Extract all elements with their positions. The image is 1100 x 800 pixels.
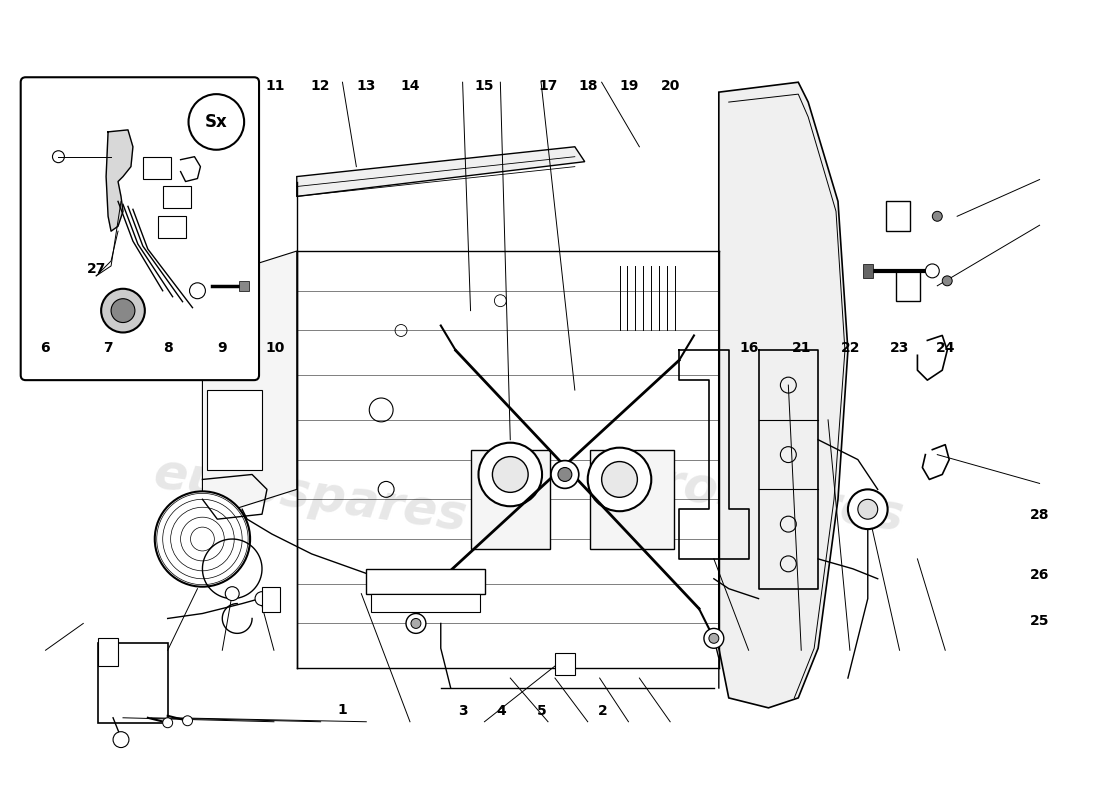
Circle shape <box>704 629 724 648</box>
FancyBboxPatch shape <box>208 390 262 470</box>
Circle shape <box>602 462 637 498</box>
Circle shape <box>255 592 270 606</box>
Text: eurospares: eurospares <box>586 450 906 541</box>
Text: eurospares: eurospares <box>150 450 470 541</box>
Text: 21: 21 <box>792 342 811 355</box>
Circle shape <box>551 461 579 488</box>
Circle shape <box>406 614 426 634</box>
Text: 9: 9 <box>218 342 227 355</box>
Circle shape <box>933 211 943 222</box>
FancyBboxPatch shape <box>366 569 485 594</box>
FancyBboxPatch shape <box>157 216 186 238</box>
Circle shape <box>848 490 888 529</box>
FancyBboxPatch shape <box>21 78 258 380</box>
Polygon shape <box>106 130 133 231</box>
Circle shape <box>163 718 173 728</box>
FancyBboxPatch shape <box>98 638 118 666</box>
Polygon shape <box>202 251 297 519</box>
Circle shape <box>183 716 192 726</box>
FancyBboxPatch shape <box>372 594 481 611</box>
Text: 5: 5 <box>537 705 546 718</box>
Text: Sx: Sx <box>205 113 228 131</box>
Text: 3: 3 <box>458 705 468 718</box>
Circle shape <box>113 732 129 747</box>
Text: 28: 28 <box>1030 508 1049 522</box>
Text: 11: 11 <box>265 79 285 93</box>
Text: 12: 12 <box>311 79 330 93</box>
FancyBboxPatch shape <box>262 586 279 611</box>
Text: 24: 24 <box>936 342 955 355</box>
Circle shape <box>558 467 572 482</box>
FancyBboxPatch shape <box>239 281 249 290</box>
Circle shape <box>943 276 953 286</box>
Polygon shape <box>297 146 585 197</box>
Circle shape <box>111 298 135 322</box>
FancyBboxPatch shape <box>143 157 170 178</box>
Text: 27: 27 <box>87 262 106 276</box>
Circle shape <box>858 499 878 519</box>
Text: 23: 23 <box>890 342 910 355</box>
Text: 16: 16 <box>739 342 759 355</box>
FancyBboxPatch shape <box>163 186 190 208</box>
Text: 26: 26 <box>1030 568 1049 582</box>
Circle shape <box>101 289 145 333</box>
Text: 8: 8 <box>163 342 173 355</box>
Text: 18: 18 <box>579 79 598 93</box>
Text: 22: 22 <box>840 342 860 355</box>
Text: 1: 1 <box>338 703 348 717</box>
Text: 4: 4 <box>496 705 506 718</box>
Circle shape <box>155 491 250 586</box>
Circle shape <box>587 448 651 511</box>
Circle shape <box>411 618 421 629</box>
FancyBboxPatch shape <box>895 271 921 301</box>
Text: 7: 7 <box>102 342 112 355</box>
FancyBboxPatch shape <box>590 450 674 549</box>
Circle shape <box>925 264 939 278</box>
Text: 20: 20 <box>660 79 680 93</box>
Text: 14: 14 <box>400 79 420 93</box>
Text: 17: 17 <box>538 79 558 93</box>
Text: 15: 15 <box>475 79 494 93</box>
Circle shape <box>493 457 528 492</box>
Text: 10: 10 <box>265 342 285 355</box>
FancyBboxPatch shape <box>862 264 872 278</box>
Text: 19: 19 <box>619 79 638 93</box>
Text: 6: 6 <box>41 342 51 355</box>
Circle shape <box>708 634 718 643</box>
FancyBboxPatch shape <box>556 654 575 675</box>
Text: 2: 2 <box>597 705 607 718</box>
Circle shape <box>226 586 239 601</box>
Text: 13: 13 <box>356 79 376 93</box>
Circle shape <box>478 442 542 506</box>
FancyBboxPatch shape <box>98 643 167 722</box>
Polygon shape <box>718 82 848 708</box>
FancyBboxPatch shape <box>886 202 911 231</box>
FancyBboxPatch shape <box>471 450 550 549</box>
Text: 25: 25 <box>1030 614 1049 628</box>
